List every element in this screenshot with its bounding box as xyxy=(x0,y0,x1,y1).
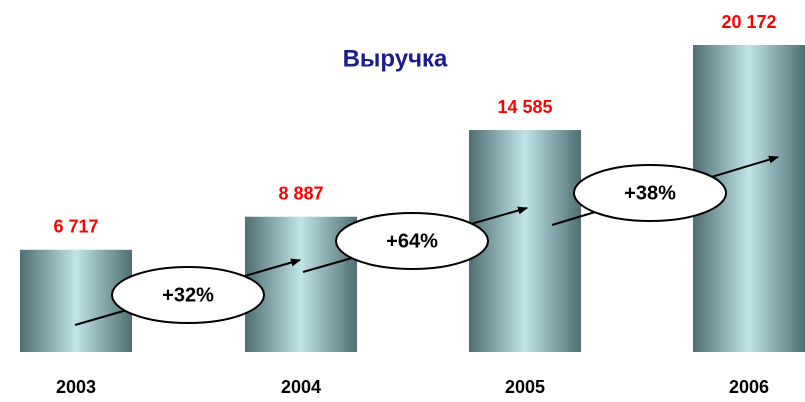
annotation: +64% xyxy=(386,230,438,252)
chart-title: Выручка xyxy=(343,45,448,72)
growth-bubble xyxy=(573,164,727,222)
x-tick-label: 2003 xyxy=(56,377,96,397)
annotation: +38% xyxy=(624,182,676,204)
value-label: 14 585 xyxy=(497,97,552,117)
value-label: 6 717 xyxy=(53,217,98,237)
x-tick-label: 2006 xyxy=(729,377,769,397)
x-tick-label: 2004 xyxy=(281,377,321,397)
growth-bubble xyxy=(111,266,265,324)
growth-bubble xyxy=(335,212,489,270)
x-tick-label: 2005 xyxy=(505,377,545,397)
value-label: 20 172 xyxy=(721,12,776,32)
value-label: 8 887 xyxy=(278,183,323,203)
annotation: +32% xyxy=(162,284,214,306)
